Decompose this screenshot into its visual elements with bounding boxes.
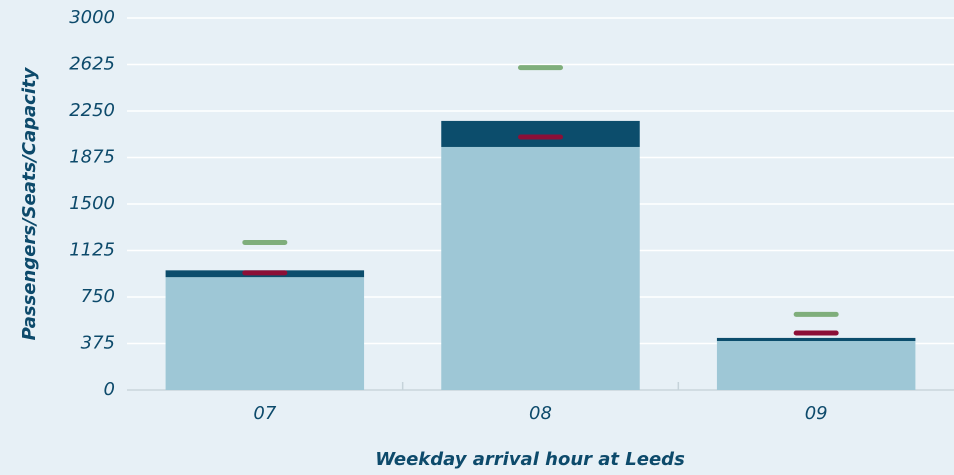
y-tick-label: 1125 xyxy=(69,240,115,261)
y-tick-label: 2625 xyxy=(69,54,115,75)
bar-segment xyxy=(441,120,640,147)
x-tick-label: 07 xyxy=(253,403,276,424)
y-tick-label: 3000 xyxy=(69,7,115,28)
bar-segment xyxy=(716,341,916,390)
y-tick-label: 2250 xyxy=(69,100,115,121)
y-tick-label: 0 xyxy=(104,379,115,400)
bar-segment xyxy=(441,146,640,390)
y-tick-label: 1500 xyxy=(69,193,115,214)
x-tick-label: 09 xyxy=(805,403,828,424)
y-tick-label: 1875 xyxy=(69,147,115,168)
x-tick-label: 08 xyxy=(529,403,552,424)
y-axis-title: Passengers/Seats/Capacity xyxy=(19,66,40,340)
bar-segment xyxy=(165,277,365,390)
bar-segment xyxy=(716,337,916,342)
y-tick-label: 375 xyxy=(81,333,115,354)
y-tick-label: 750 xyxy=(81,286,115,307)
x-axis-title: Weekday arrival hour at Leeds xyxy=(375,449,685,470)
